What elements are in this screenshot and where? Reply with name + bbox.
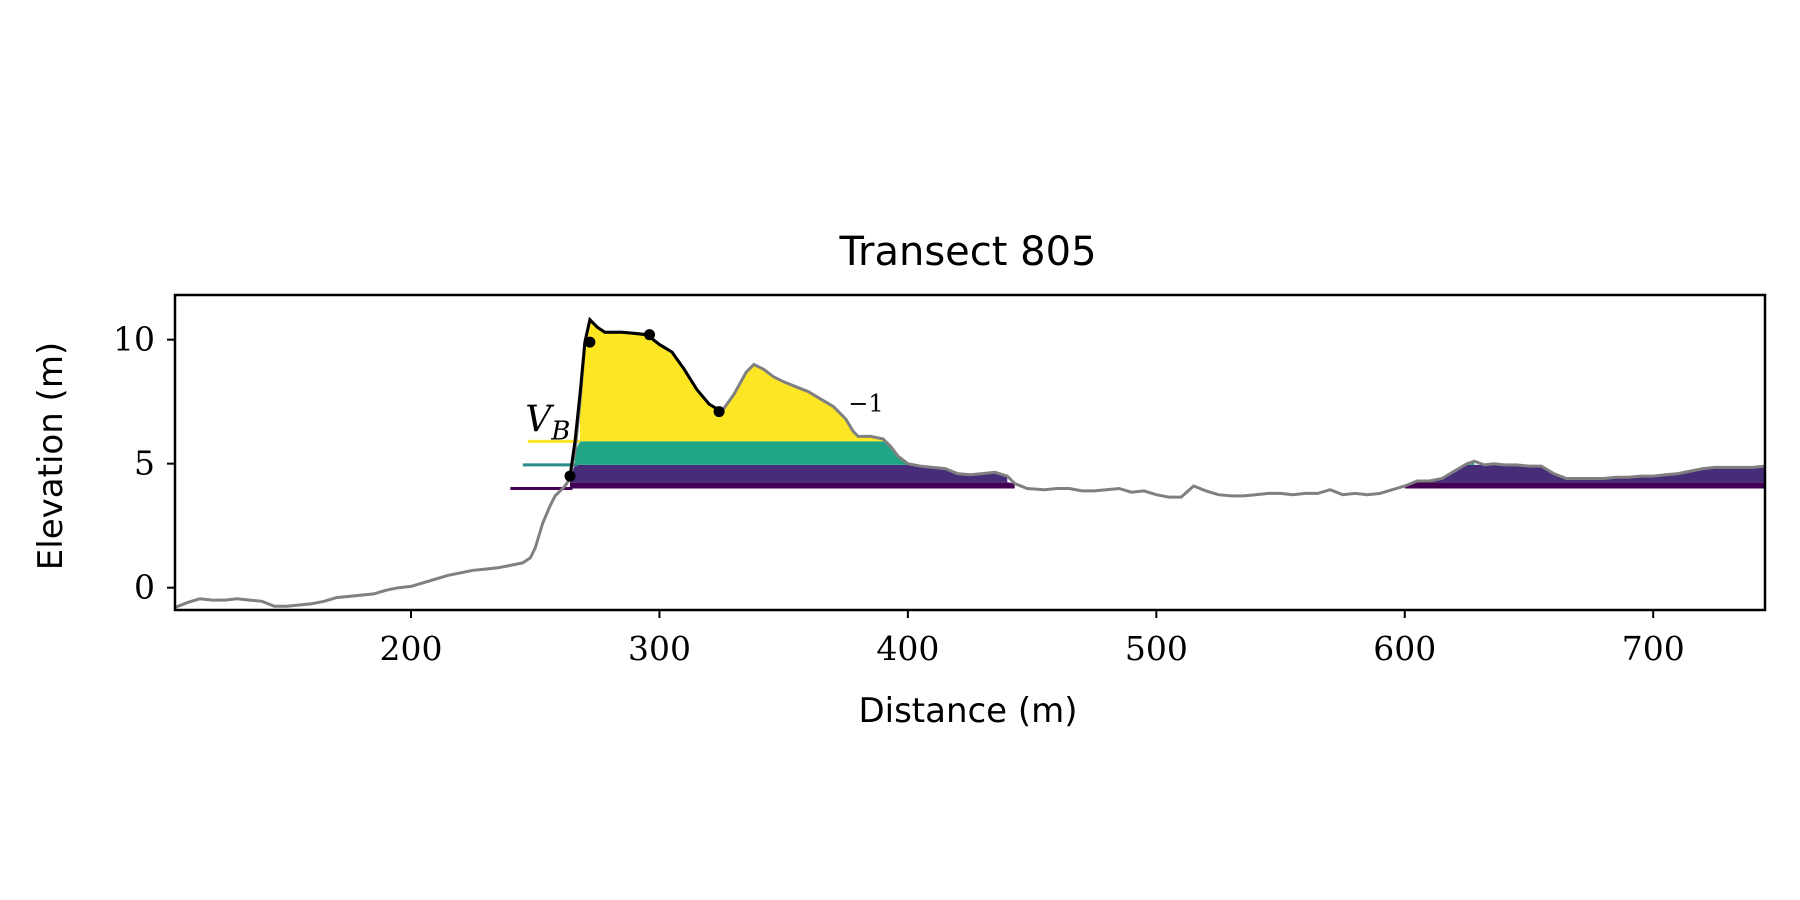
markers — [564, 329, 725, 482]
x-tick-label: 600 — [1373, 629, 1436, 668]
y-tick-label: 10 — [113, 320, 155, 359]
y-tick-label: 0 — [134, 568, 155, 607]
band-dark — [1404, 482, 1765, 489]
annotation-minus-one: −1 — [848, 390, 883, 418]
y-axis-label: Elevation (m) — [31, 342, 71, 570]
dune-line — [568, 316, 723, 477]
plot-frame — [173, 293, 1767, 612]
band-dark — [570, 482, 1015, 489]
chart-title: Transect 805 — [838, 229, 1096, 275]
marker-point — [584, 336, 596, 348]
annotation-vb: VB — [525, 399, 570, 446]
marker-point — [713, 406, 725, 418]
plot-area: 200 300 400 500 600 700 0 5 10 VB −1 — [113, 293, 1767, 668]
y-axis: 0 5 10 — [113, 320, 175, 607]
band-yellow — [580, 319, 883, 442]
x-axis-label: Distance (m) — [858, 691, 1077, 731]
x-tick-label: 300 — [628, 629, 691, 668]
marker-point — [644, 329, 656, 341]
x-tick-label: 700 — [1622, 629, 1685, 668]
band-purple — [570, 464, 1008, 483]
band-green — [575, 441, 908, 465]
marker-point — [564, 470, 576, 482]
profile-line — [175, 316, 1765, 609]
band-purple — [1417, 464, 1765, 483]
annotations: VB −1 — [525, 390, 883, 447]
elevation-bands — [570, 319, 1765, 489]
x-tick-label: 200 — [380, 629, 443, 668]
x-tick-label: 500 — [1125, 629, 1188, 668]
y-tick-label: 5 — [134, 444, 155, 483]
x-tick-label: 400 — [876, 629, 939, 668]
x-axis: 200 300 400 500 600 700 — [380, 610, 1685, 668]
